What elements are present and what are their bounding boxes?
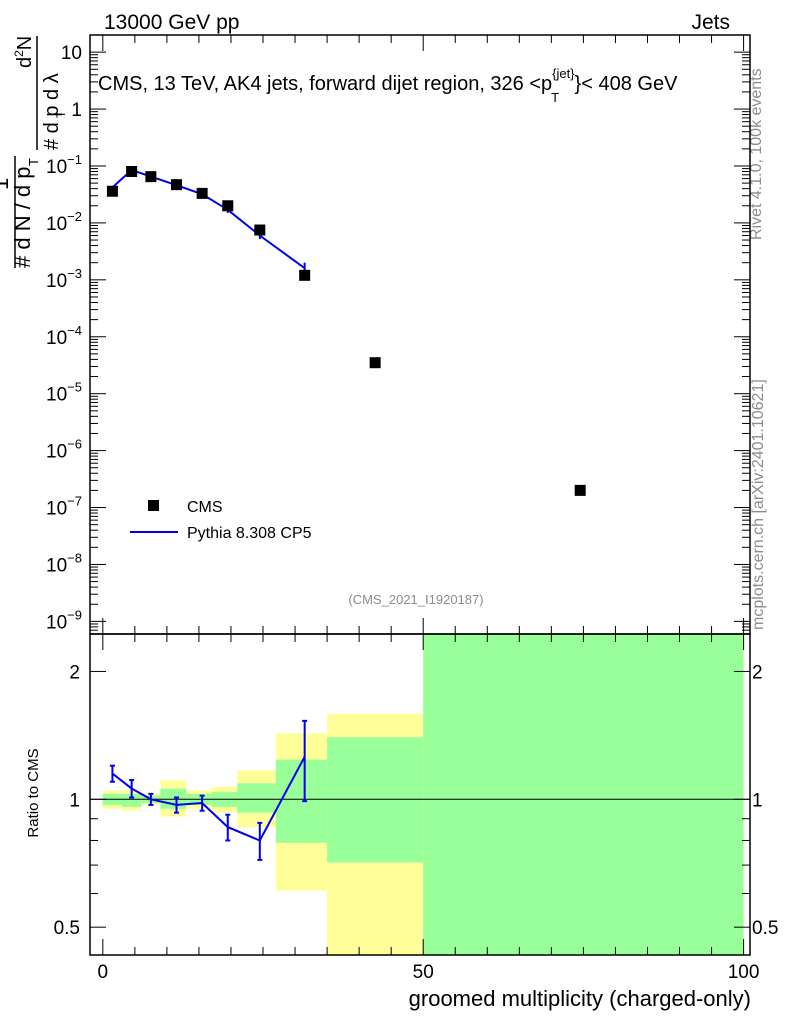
cms-point (299, 269, 311, 281)
ratio-ytick-label: 1 (69, 790, 80, 811)
ratio-ylabel: Ratio to CMS (25, 748, 42, 837)
main-ytick-label: 10−9 (46, 607, 82, 633)
main-axis-ticks (90, 34, 750, 635)
title-main: CMS, 13 TeV, AK4 jets, forward dijet reg… (98, 73, 552, 95)
ratio-ytick-label-right: 0.5 (752, 918, 778, 939)
main-ytick-label: 10−3 (46, 266, 82, 292)
cms-point (196, 187, 208, 199)
ratio-band-green (237, 783, 276, 813)
ratio-series (109, 719, 308, 861)
ylabel-one: 1 (0, 178, 13, 190)
ylabel-T2: T (54, 110, 68, 118)
ratio-band-green (275, 759, 328, 843)
ratio-ytick-label: 0.5 (54, 918, 80, 939)
ratio-ytick-label-right: 2 (752, 662, 763, 683)
main-title: CMS, 13 TeV, AK4 jets, forward dijet reg… (98, 66, 678, 105)
title-sub: T (551, 90, 559, 105)
ratio-band-green (160, 788, 187, 809)
title-sup: {jet} (552, 66, 575, 81)
cms-point (171, 179, 183, 191)
xlabel: groomed multiplicity (charged-only) (409, 986, 751, 1011)
ratio-pythia-line (111, 756, 306, 842)
cms-point (254, 224, 266, 236)
main-series (106, 165, 586, 496)
main-ytick-label: 10−4 (46, 323, 82, 349)
xtick-label: 0 (98, 962, 109, 983)
ratio-band-green (327, 737, 424, 863)
xtick-label: 100 (728, 962, 760, 983)
ratio-panel (90, 634, 750, 955)
cms-point (145, 171, 157, 183)
header-right: Jets (691, 11, 730, 34)
rivet-label: Rivet 4.1.0, 100k events (748, 68, 765, 240)
main-ytick-label: 10−7 (46, 494, 82, 520)
cms-point (126, 165, 138, 177)
analysis-annotation: (CMS_2021_I1920187) (348, 592, 483, 607)
ratio-frame (89, 633, 751, 956)
cms-point (369, 357, 381, 369)
pythia-line (111, 168, 306, 270)
main-frame (89, 34, 751, 635)
ratio-band-green (423, 634, 744, 955)
main-ylabel: 1 # d N / d p 1 T # d p d λ T d2N (0, 36, 68, 268)
ylabel-T1: T (26, 158, 41, 166)
main-axis-labels: 10 1 10−1 10−2 10−3 10−4 10−5 10−6 10−7 10−8 10−9 (46, 43, 82, 633)
ylabel-den2: # d p d λ (41, 73, 63, 150)
main-ytick-label: 1 (71, 100, 82, 121)
legend-label-cms: CMS (187, 499, 223, 516)
ratio-band-green (122, 793, 142, 807)
main-ytick-label: 10 (61, 43, 82, 64)
title-tail: }< 408 GeV (575, 73, 679, 95)
cms-point (222, 200, 234, 212)
mcplots-label: mcplots.cern.ch [arXiv:2401.10621] (750, 379, 767, 630)
main-ytick-label: 10−5 (46, 380, 82, 406)
main-ytick-label: 10−8 (46, 550, 82, 576)
ylabel-den: # d N / d p (10, 166, 35, 268)
main-ytick-label: 10−6 (46, 437, 82, 463)
ratio-axis-ticks (90, 634, 750, 955)
header-left: 13000 GeV pp (104, 11, 239, 34)
legend-marker-cms (148, 500, 159, 511)
ratio-axis-labels: 0.5 0.5 1 1 2 2 0 50 100 (54, 662, 779, 983)
ratio-ytick-label: 2 (69, 662, 80, 683)
main-ytick-label: 10−1 (46, 152, 82, 178)
main-ytick-label: 10−2 (46, 209, 82, 235)
ratio-ytick-label-right: 1 (752, 790, 763, 811)
xtick-label: 50 (413, 962, 434, 983)
cms-point (574, 484, 586, 496)
legend: CMS Pythia 8.308 CP5 (130, 499, 312, 542)
legend-label-pythia: Pythia 8.308 CP5 (187, 525, 312, 542)
cms-point (106, 185, 118, 197)
ylabel-num: d2N (12, 36, 36, 68)
